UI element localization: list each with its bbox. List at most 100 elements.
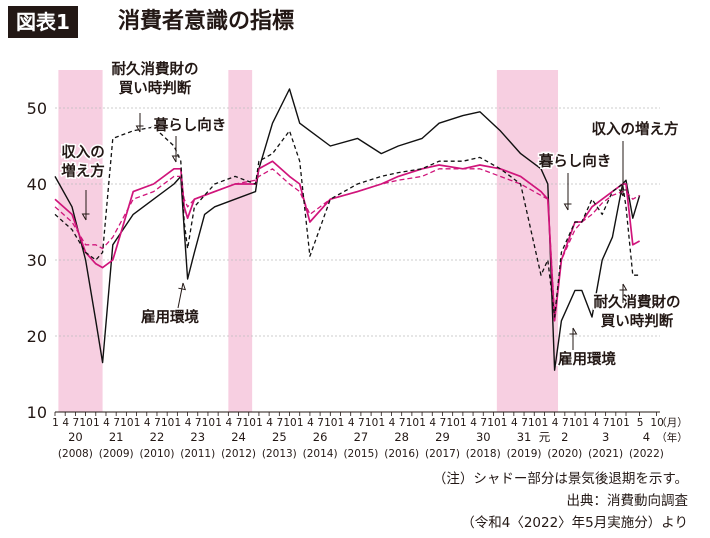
x-month-label: 10 bbox=[365, 417, 378, 429]
x-year-ad: (2017) bbox=[425, 448, 460, 460]
x-year-ad: (2008) bbox=[58, 448, 93, 460]
x-month-label: 7 bbox=[236, 417, 243, 429]
annotation-durables-label-top: 耐久消費財の bbox=[112, 60, 199, 78]
x-year-era: 3 bbox=[602, 430, 609, 444]
x-year-ad: (2014) bbox=[303, 448, 338, 460]
x-month-label: 10 bbox=[610, 417, 623, 429]
annotation-income-label-left: 増え方 bbox=[61, 162, 105, 180]
x-year-era: 22 bbox=[150, 430, 165, 444]
x-month-label: 10 bbox=[283, 417, 296, 429]
x-year-era: 20 bbox=[68, 430, 83, 444]
annotation-arrowhead bbox=[618, 189, 627, 197]
x-month-label: 1 bbox=[93, 417, 100, 429]
x-year-era: 27 bbox=[354, 430, 369, 444]
x-month-label: 4 bbox=[185, 417, 192, 429]
x-year-era: 2 bbox=[561, 430, 568, 444]
x-month-label: 10 bbox=[528, 417, 541, 429]
figure-badge: 図表1 bbox=[8, 6, 78, 38]
x-month-label: 5 bbox=[637, 417, 644, 429]
annotations: 収入の増え方耐久消費財の買い時判断暮らし向き雇用環境収入の増え方暮らし向き耐久消… bbox=[60, 59, 682, 370]
x-month-label: 7 bbox=[73, 417, 80, 429]
x-month-label: 10 bbox=[487, 417, 500, 429]
y-tick-label: 40 bbox=[27, 175, 47, 194]
footnote-source: 出典：消費動向調査 bbox=[566, 493, 689, 509]
x-month-label: 10 bbox=[446, 417, 459, 429]
x-month-label: 1 bbox=[623, 417, 630, 429]
x-year-era: 23 bbox=[190, 430, 205, 444]
x-year-ad: (2013) bbox=[262, 448, 297, 460]
annotation-arrowhead bbox=[81, 213, 90, 221]
chart-title: 消費者意識の指標 bbox=[118, 9, 295, 34]
x-month-label: 7 bbox=[399, 417, 406, 429]
annotation-arrowhead bbox=[178, 282, 187, 291]
x-month-label: 7 bbox=[154, 417, 161, 429]
x-month-label: 10 bbox=[243, 417, 256, 429]
y-tick-label: 50 bbox=[27, 99, 47, 118]
x-month-label: 4 bbox=[511, 417, 518, 429]
x-month-label: 1 bbox=[175, 417, 182, 429]
x-year-era: 26 bbox=[313, 430, 328, 444]
annotation-durables-label-right: 耐久消費財の bbox=[594, 293, 681, 311]
annotation-income-label-left: 収入の bbox=[61, 143, 105, 161]
x-year-era: 4 bbox=[643, 430, 650, 444]
x-month-label: 10 bbox=[324, 417, 337, 429]
x-month-label: 10 bbox=[569, 417, 582, 429]
x-year-ad: (2015) bbox=[343, 448, 378, 460]
x-unit-year: （年） bbox=[656, 431, 688, 444]
annotation-arrowhead bbox=[569, 327, 578, 335]
x-month-label: 1 bbox=[52, 417, 59, 429]
annotation-lifestyle-label-top: 暮らし向き bbox=[153, 116, 227, 134]
annotation-lifestyle-label-right: 暮らし向き bbox=[538, 152, 612, 170]
x-month-label: 7 bbox=[440, 417, 447, 429]
x-month-label: 10 bbox=[161, 417, 174, 429]
annotation-arrowhead bbox=[563, 203, 572, 211]
x-year-era-reiwa: 元 bbox=[539, 430, 551, 444]
x-year-ad: (2009) bbox=[99, 448, 134, 460]
x-month-label: 7 bbox=[113, 417, 120, 429]
x-month-label: 1 bbox=[134, 417, 141, 429]
x-month-label: 7 bbox=[603, 417, 610, 429]
annotation-durables-label-right: 買い時判断 bbox=[601, 312, 674, 330]
x-month-label: 1 bbox=[542, 417, 549, 429]
annotation-arrowhead bbox=[171, 155, 180, 163]
x-year-era: 31 bbox=[517, 430, 532, 444]
x-month-label: 1 bbox=[501, 417, 508, 429]
x-month-label: 1 bbox=[297, 417, 304, 429]
x-year-ad: (2012) bbox=[221, 448, 256, 460]
x-month-label: 4 bbox=[429, 417, 436, 429]
x-year-era: 21 bbox=[109, 430, 124, 444]
x-year-era: 29 bbox=[435, 430, 450, 444]
x-year-ad: (2022) bbox=[629, 448, 664, 460]
x-year-ad: (2020) bbox=[547, 448, 582, 460]
x-month-label: 10 bbox=[79, 417, 92, 429]
x-month-label: 1 bbox=[419, 417, 426, 429]
annotation-income-label-right: 収入の増え方 bbox=[592, 120, 679, 138]
annotation-arrowhead bbox=[135, 125, 144, 133]
annotation-arrowhead bbox=[619, 283, 628, 291]
x-month-label: 4 bbox=[552, 417, 559, 429]
x-year-era: 25 bbox=[272, 430, 287, 444]
x-month-label: 4 bbox=[266, 417, 273, 429]
series-durables bbox=[54, 126, 640, 318]
annotation-employment-label-right: 雇用環境 bbox=[558, 350, 616, 368]
recession-band bbox=[496, 70, 559, 412]
x-unit-month: （月） bbox=[656, 417, 688, 429]
x-year-era: 30 bbox=[476, 430, 491, 444]
y-tick-label: 30 bbox=[27, 251, 47, 270]
x-month-label: 1 bbox=[460, 417, 467, 429]
annotation-durables-label-top: 買い時判断 bbox=[119, 79, 192, 97]
x-year-ad: (2011) bbox=[180, 448, 215, 460]
x-month-label: 4 bbox=[144, 417, 151, 429]
footnote-source-detail: （令和4〈2022〉年5月実施分）より bbox=[461, 515, 688, 531]
x-month-label: 4 bbox=[307, 417, 314, 429]
x-year-ad: (2021) bbox=[588, 448, 623, 460]
x-month-label: 4 bbox=[389, 417, 396, 429]
y-tick-label: 20 bbox=[27, 327, 47, 346]
x-year-era: 28 bbox=[394, 430, 409, 444]
x-month-label: 7 bbox=[317, 417, 324, 429]
x-year-ad: (2010) bbox=[140, 448, 175, 460]
x-month-label: 1 bbox=[338, 417, 345, 429]
x-month-label: 1 bbox=[582, 417, 589, 429]
annotation-employment-label-mid: 雇用環境 bbox=[141, 308, 199, 326]
